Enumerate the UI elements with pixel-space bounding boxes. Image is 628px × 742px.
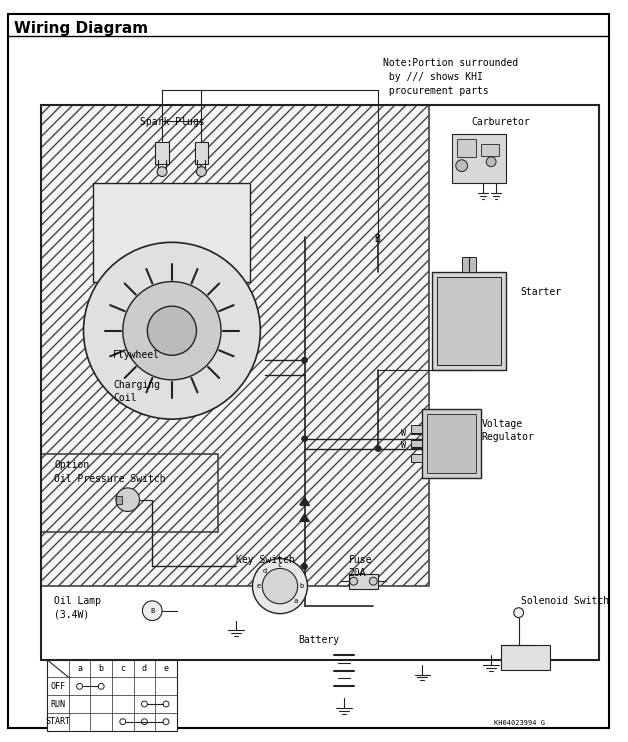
Bar <box>41 105 599 660</box>
Circle shape <box>123 282 221 380</box>
Polygon shape <box>300 496 310 505</box>
Text: Solenoid Switch: Solenoid Switch <box>521 596 609 606</box>
Text: Flywheel: Flywheel <box>113 350 160 361</box>
Bar <box>116 496 122 504</box>
Circle shape <box>301 563 308 569</box>
Bar <box>501 645 550 669</box>
Text: Carburetor: Carburetor <box>472 116 530 127</box>
Text: a: a <box>293 598 298 605</box>
Circle shape <box>84 243 261 419</box>
Text: b: b <box>300 583 304 589</box>
Text: Fuse
20A: Fuse 20A <box>349 555 372 578</box>
Circle shape <box>141 701 148 707</box>
Text: c: c <box>278 562 282 568</box>
Bar <box>411 455 423 462</box>
Text: c: c <box>121 664 126 673</box>
Text: a: a <box>77 664 82 673</box>
Bar <box>41 453 218 532</box>
Text: Starter: Starter <box>521 286 562 297</box>
Text: Spark Plugs: Spark Plugs <box>139 116 204 127</box>
Bar <box>411 425 423 433</box>
Text: START: START <box>45 718 70 726</box>
Text: B: B <box>374 234 380 244</box>
Text: KH04023994 G: KH04023994 G <box>494 720 545 726</box>
Text: OFF: OFF <box>50 682 65 691</box>
Circle shape <box>141 719 148 725</box>
Circle shape <box>163 719 169 725</box>
Bar <box>195 142 208 164</box>
Text: e: e <box>256 583 261 589</box>
Circle shape <box>252 559 308 614</box>
Bar <box>432 272 506 370</box>
Text: W: W <box>401 441 406 450</box>
Circle shape <box>143 601 162 620</box>
Text: Note:Portion surrounded
 by /// shows KHI
 procurement parts: Note:Portion surrounded by /// shows KHI… <box>383 58 518 96</box>
Text: e: e <box>163 664 168 673</box>
Circle shape <box>301 357 308 363</box>
Circle shape <box>369 577 377 585</box>
Bar <box>155 142 169 164</box>
Circle shape <box>77 683 82 689</box>
Text: d: d <box>142 664 147 673</box>
Text: W: W <box>401 429 406 438</box>
Circle shape <box>157 167 167 177</box>
Text: Oil Lamp
(3.4W): Oil Lamp (3.4W) <box>54 596 101 619</box>
Circle shape <box>163 701 169 707</box>
Bar <box>437 277 501 365</box>
Text: RUN: RUN <box>50 700 65 709</box>
Bar <box>41 105 430 586</box>
Bar <box>457 139 477 157</box>
Circle shape <box>116 488 139 511</box>
Text: Voltage
Regulator: Voltage Regulator <box>481 419 534 442</box>
Polygon shape <box>300 513 310 522</box>
Circle shape <box>376 446 381 452</box>
Circle shape <box>456 160 468 171</box>
Bar <box>423 410 481 478</box>
Text: d: d <box>263 568 267 574</box>
Circle shape <box>120 719 126 725</box>
Text: Charging
Coil: Charging Coil <box>113 380 160 403</box>
Bar <box>47 660 177 731</box>
Circle shape <box>350 577 357 585</box>
Text: Key Switch: Key Switch <box>236 555 295 565</box>
Circle shape <box>98 683 104 689</box>
Bar <box>462 257 477 272</box>
Circle shape <box>148 306 197 355</box>
Bar <box>411 440 423 447</box>
Circle shape <box>197 167 206 177</box>
Bar <box>94 183 251 282</box>
Circle shape <box>486 157 496 167</box>
Bar <box>452 134 506 183</box>
Bar <box>349 574 378 589</box>
Text: Wiring Diagram: Wiring Diagram <box>14 21 148 36</box>
Text: Battery: Battery <box>299 635 340 646</box>
Text: B: B <box>150 608 154 614</box>
Circle shape <box>514 608 524 617</box>
Bar <box>481 144 499 156</box>
Circle shape <box>301 436 308 441</box>
Circle shape <box>263 568 298 604</box>
Text: b: b <box>99 664 104 673</box>
Bar <box>427 414 477 473</box>
Text: Option
Oil Pressure Switch: Option Oil Pressure Switch <box>54 460 166 484</box>
